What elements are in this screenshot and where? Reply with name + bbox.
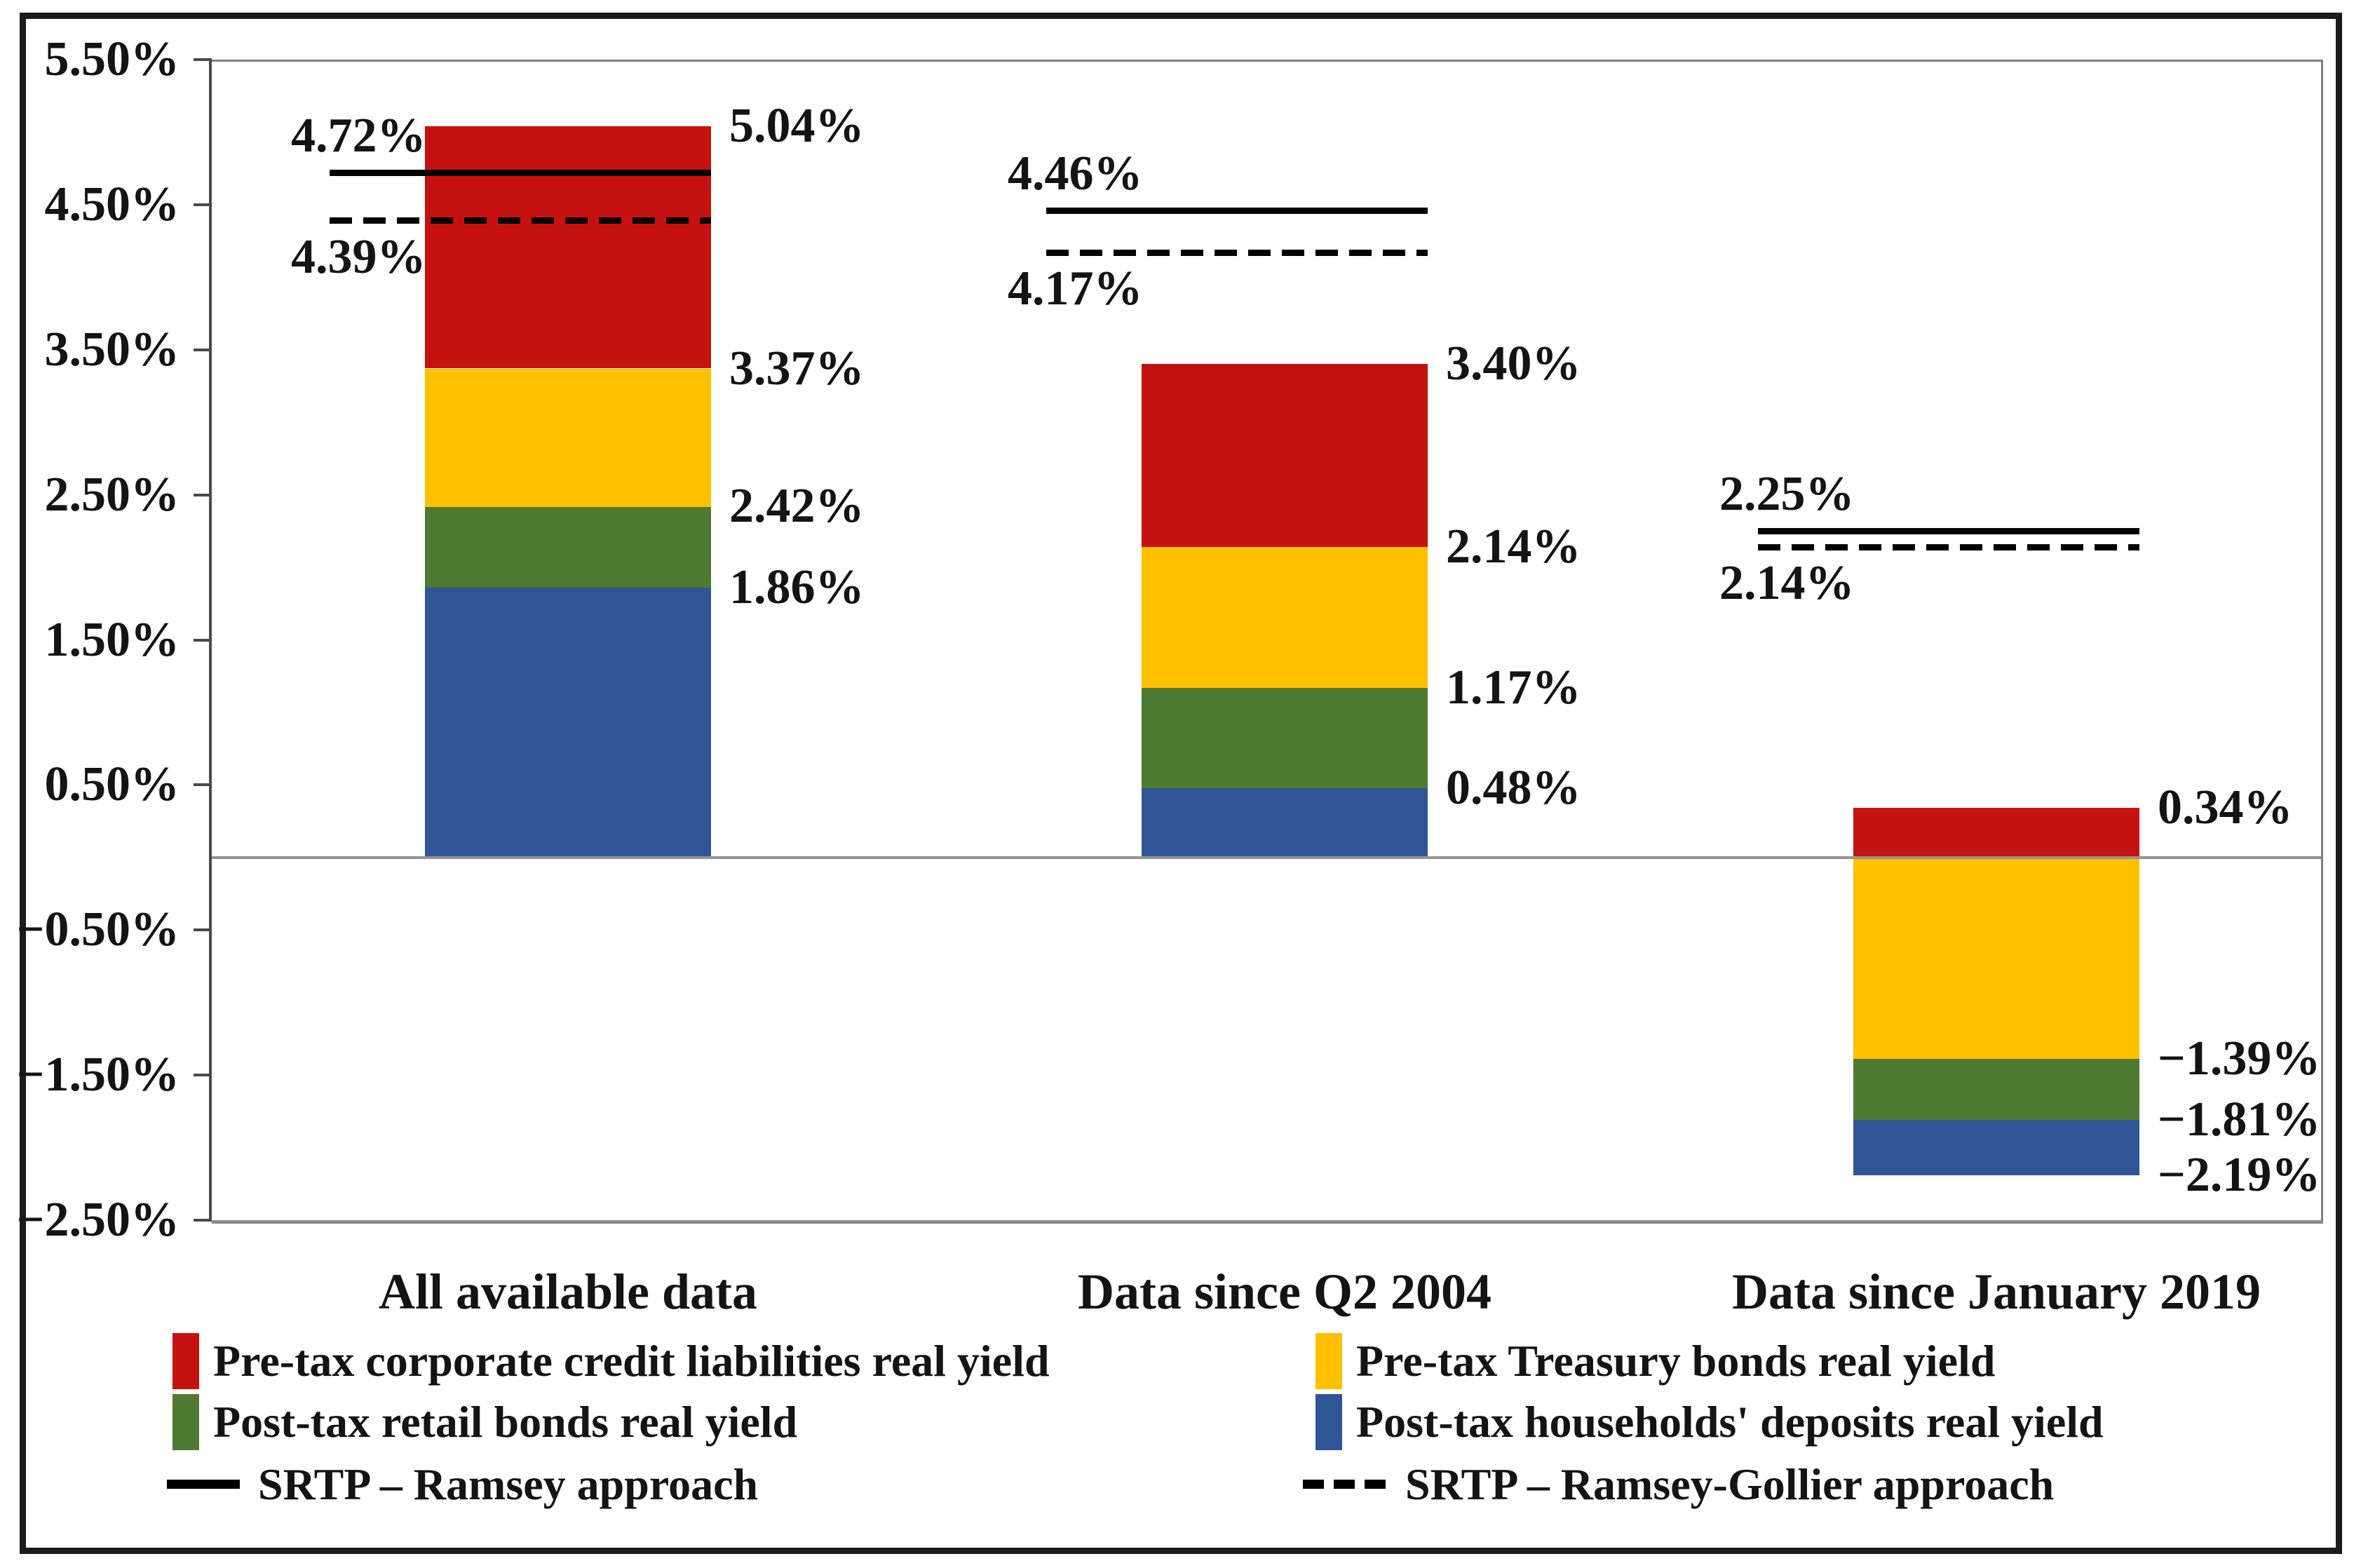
bar-segment-retail-group3 [1853,1059,2139,1120]
segment-value-label: 0.48% [1446,761,1581,815]
plot-frame-right [2321,60,2323,1220]
legend-label-ramsey: SRTP – Ramsey approach [258,1459,759,1509]
plot-frame-top [212,60,2321,62]
y-axis-tick-label: 0.50% [44,757,180,811]
segment-value-label: 2.42% [729,479,865,533]
bar-segment-deposits-group2 [1142,788,1428,858]
y-axis-tick-label: 1.50% [44,613,180,667]
y-axis-tick-mark [194,783,212,786]
legend-label-treasury: Pre-tax Treasury bonds real yield [1356,1336,1996,1386]
segment-value-label: 1.86% [729,560,865,614]
category-label-group1: All available data [378,1264,758,1320]
srtp-ramsey-line-group1 [330,170,711,176]
zero-gridline [212,856,2321,859]
legend-solid-line-swatch-ramsey [167,1480,240,1489]
y-axis-line [209,60,212,1220]
segment-value-label: −1.81% [2158,1093,2321,1147]
srtp-ramsey-gollier-value-label: 4.39% [291,230,426,284]
bar-segment-retail-group2 [1142,688,1428,788]
y-axis-tick-mark [194,928,212,931]
segment-value-label: 0.34% [2158,780,2293,834]
bar-segment-treasury-group3 [1853,858,2139,1060]
segment-value-label: −1.39% [2158,1032,2321,1086]
x-axis-line [212,1220,2323,1224]
legend-label-deposits: Post-tax households' deposits real yield [1356,1397,2104,1447]
category-label-group3: Data since January 2019 [1732,1264,2261,1320]
y-axis-tick-label: 4.50% [44,177,180,231]
srtp-ramsey-value-label: 4.46% [1008,147,1143,201]
legend-swatch-deposits [1315,1394,1342,1450]
y-axis-tick-label: −2.50% [16,1193,180,1247]
segment-value-label: 3.40% [1446,337,1581,391]
y-axis-tick-mark [194,639,212,642]
bar-segment-corporate-group3 [1853,808,2139,857]
segment-value-label: 2.14% [1446,520,1581,574]
y-axis-tick-mark [194,1074,212,1076]
segment-value-label: 5.04% [729,99,865,153]
legend-swatch-treasury [1315,1333,1342,1389]
srtp-ramsey-line-group3 [1758,528,2139,534]
bar-segment-treasury-group1 [425,369,711,507]
y-axis-tick-mark [194,349,212,351]
y-axis-tick-label: 5.50% [44,32,180,86]
legend-label-corporate: Pre-tax corporate credit liabilities rea… [213,1336,1050,1386]
srtp-ramsey-gollier-line-group3 [1758,544,2139,550]
bar-segment-corporate-group1 [425,126,711,368]
bar-segment-deposits-group3 [1853,1120,2139,1175]
legend-swatch-retail [172,1394,199,1450]
srtp-ramsey-value-label: 2.25% [1719,467,1855,521]
srtp-ramsey-gollier-line-group1 [330,217,711,224]
y-axis-tick-mark [194,58,212,61]
y-axis-tick-mark [194,1219,212,1222]
segment-value-label: 3.37% [729,342,865,396]
srtp-ramsey-value-label: 4.72% [291,109,426,163]
srtp-ramsey-line-group2 [1046,208,1428,214]
y-axis-tick-label: 2.50% [44,468,180,522]
bar-segment-retail-group1 [425,506,711,588]
legend-swatch-corporate [172,1333,199,1389]
legend-label-gollier: SRTP – Ramsey-Gollier approach [1405,1459,2055,1509]
y-axis-tick-label: 3.50% [44,323,180,377]
y-axis-tick-mark [194,203,212,206]
srtp-ramsey-gollier-line-group2 [1046,250,1428,256]
bar-segment-corporate-group2 [1142,364,1428,547]
bar-segment-deposits-group1 [425,588,711,858]
y-axis-tick-mark [194,494,212,496]
segment-value-label: −2.19% [2158,1148,2321,1202]
y-axis-tick-label: −1.50% [16,1048,180,1102]
legend-dashed-line-swatch-gollier [1303,1480,1386,1489]
category-label-group2: Data since Q2 2004 [1078,1264,1491,1320]
segment-value-label: 1.17% [1446,661,1581,715]
srtp-ramsey-gollier-value-label: 2.14% [1719,556,1855,610]
bar-segment-treasury-group2 [1142,547,1428,688]
y-axis-tick-label: −0.50% [16,903,180,957]
srtp-ramsey-gollier-value-label: 4.17% [1008,262,1143,316]
legend-label-retail: Post-tax retail bonds real yield [213,1397,798,1447]
